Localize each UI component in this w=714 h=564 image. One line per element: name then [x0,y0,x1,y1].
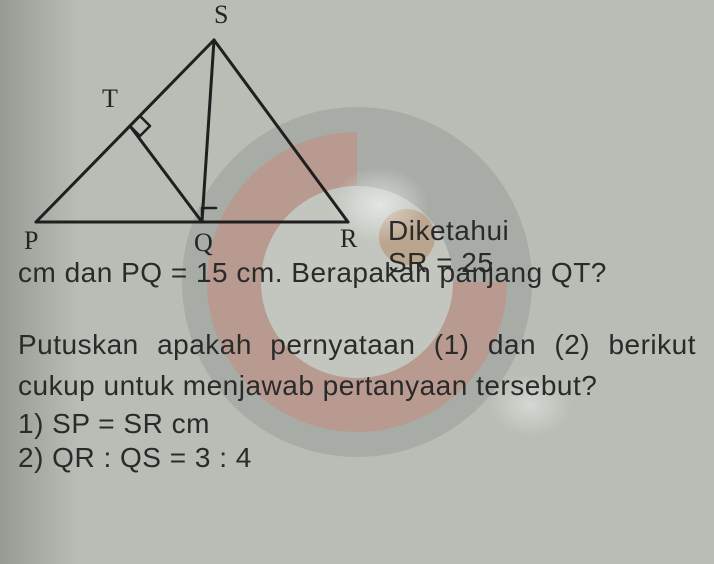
vertex-label-q: Q [194,228,213,258]
page-content: S T P Q R Diketahui SR = 25 cm dan PQ = … [0,0,714,474]
vertex-label-p: P [24,226,38,256]
sufficiency-prompt: Putuskan apakah pernyataan (1) dan (2) b… [18,325,696,406]
statement-1: 1) SP = SR cm [18,408,696,440]
statement-2: 2) QR : QS = 3 : 4 [18,442,696,474]
geometry-figure: S T P Q R Diketahui SR = 25 [18,0,378,255]
given-text: Diketahui SR = 25 [388,215,509,279]
question-text: cm dan PQ = 15 cm. Berapakah panjang QT? [18,257,696,289]
vertex-label-t: T [102,84,118,114]
vertex-label-r: R [340,224,357,254]
vertex-label-s: S [214,0,228,30]
